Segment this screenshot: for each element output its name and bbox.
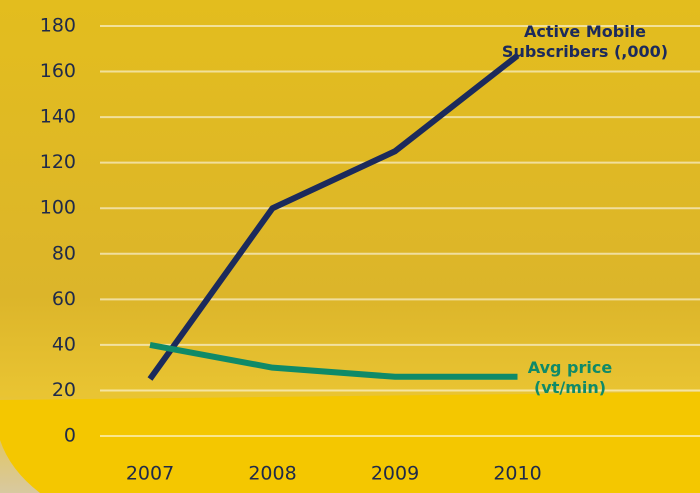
x-tick-label: 2010: [493, 463, 541, 485]
y-tick-label: 80: [52, 242, 76, 264]
y-tick-label: 180: [40, 15, 76, 37]
y-tick-label: 0: [64, 425, 76, 447]
y-tick-label: 120: [40, 151, 76, 173]
x-tick-label: 2009: [371, 463, 419, 485]
y-tick-label: 140: [40, 106, 76, 128]
chart: 0 20 40 60 80 100 120 140 160 180 2007 2008 2009 2010: [0, 0, 700, 493]
y-tick-label: 40: [52, 333, 76, 355]
y-tick-label: 60: [52, 288, 76, 310]
series-label: Active Mobile Subscribers (,000): [500, 22, 670, 62]
y-tick-label: 100: [40, 197, 76, 219]
background-band: [0, 392, 700, 493]
series-label: Avg price (vt/min): [510, 358, 630, 398]
x-tick-label: 2008: [248, 463, 296, 485]
x-tick-label: 2007: [126, 463, 174, 485]
y-tick-label: 160: [40, 60, 76, 82]
chart-page: 0 20 40 60 80 100 120 140 160 180 2007 2008 2009 2010…: [0, 0, 700, 493]
y-tick-label: 20: [52, 379, 76, 401]
